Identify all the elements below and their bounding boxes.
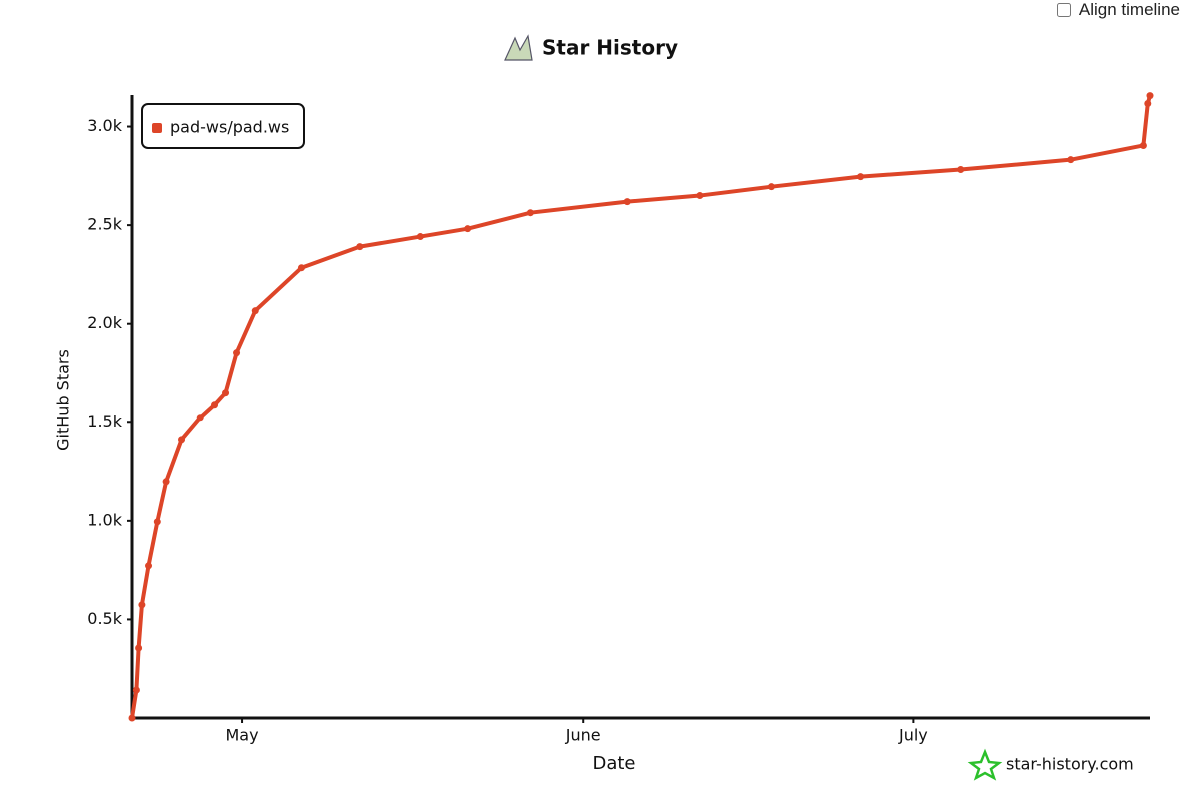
x-tick-label: June: [565, 726, 601, 745]
align-checkbox[interactable]: [1056, 3, 1071, 17]
data-point: [132, 686, 140, 694]
data-point: [145, 562, 153, 570]
data-point: [464, 225, 472, 233]
chart-title: Star History: [542, 36, 678, 60]
data-point: [1139, 141, 1147, 149]
x-axis-label: Date: [592, 753, 635, 774]
data-point: [1146, 92, 1154, 100]
data-point: [153, 518, 161, 526]
data-point: [1144, 99, 1152, 107]
data-point: [211, 401, 219, 409]
y-tick-label: 2.0k: [87, 313, 122, 332]
data-point: [957, 166, 965, 174]
data-point: [138, 601, 146, 609]
data-point: [623, 198, 631, 206]
align-label: Align timeline: [1078, 0, 1180, 19]
data-point: [162, 478, 170, 486]
data-point: [767, 183, 775, 191]
watermark-icon: [967, 748, 1003, 781]
y-tick-label: 0.5k: [87, 609, 122, 628]
legend-swatch: [152, 123, 162, 133]
legend-box: [141, 103, 305, 149]
data-point: [251, 307, 259, 315]
x-tick-label: July: [898, 726, 928, 745]
data-point: [135, 644, 143, 652]
data-point: [178, 436, 186, 444]
data-point: [356, 243, 364, 251]
data-point: [128, 714, 136, 722]
y-tick-label: 1.5k: [87, 412, 122, 431]
data-point: [526, 209, 534, 217]
y-tick-label: 3.0k: [87, 116, 122, 135]
series-line: [130, 93, 1152, 720]
title-icon: [504, 34, 533, 61]
y-tick-label: 2.5k: [87, 215, 122, 234]
data-point: [416, 233, 424, 241]
data-point: [696, 192, 704, 200]
watermark: star-history.com: [1006, 755, 1134, 774]
y-axis-label: GitHub Stars: [54, 349, 73, 451]
data-point: [857, 173, 865, 181]
data-point: [222, 389, 230, 397]
data-point: [1067, 156, 1075, 164]
align-timeline[interactable]: Align timeline: [1056, 0, 1180, 20]
data-point: [297, 264, 305, 272]
data-point: [196, 414, 204, 422]
x-tick-label: May: [226, 726, 259, 745]
legend-label: pad-ws/pad.ws: [170, 118, 289, 137]
y-tick-label: 1.0k: [87, 510, 122, 529]
data-point: [233, 349, 241, 357]
